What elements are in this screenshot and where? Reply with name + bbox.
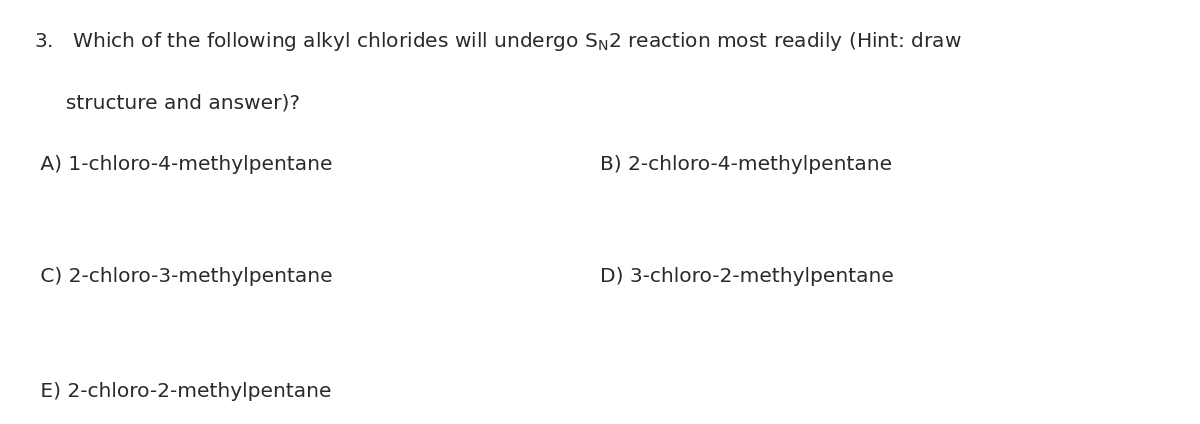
Text: structure and answer)?: structure and answer)?: [34, 93, 300, 112]
Text: A) 1-chloro-4-methylpentane: A) 1-chloro-4-methylpentane: [34, 155, 332, 174]
Text: E) 2-chloro-2-methylpentane: E) 2-chloro-2-methylpentane: [34, 382, 331, 401]
Text: 3.   Which of the following alkyl chlorides will undergo $\mathregular{S_N}$2 re: 3. Which of the following alkyl chloride…: [34, 30, 961, 53]
Text: C) 2-chloro-3-methylpentane: C) 2-chloro-3-methylpentane: [34, 267, 332, 286]
Text: D) 3-chloro-2-methylpentane: D) 3-chloro-2-methylpentane: [600, 267, 894, 286]
Text: B) 2-chloro-4-methylpentane: B) 2-chloro-4-methylpentane: [600, 155, 892, 174]
